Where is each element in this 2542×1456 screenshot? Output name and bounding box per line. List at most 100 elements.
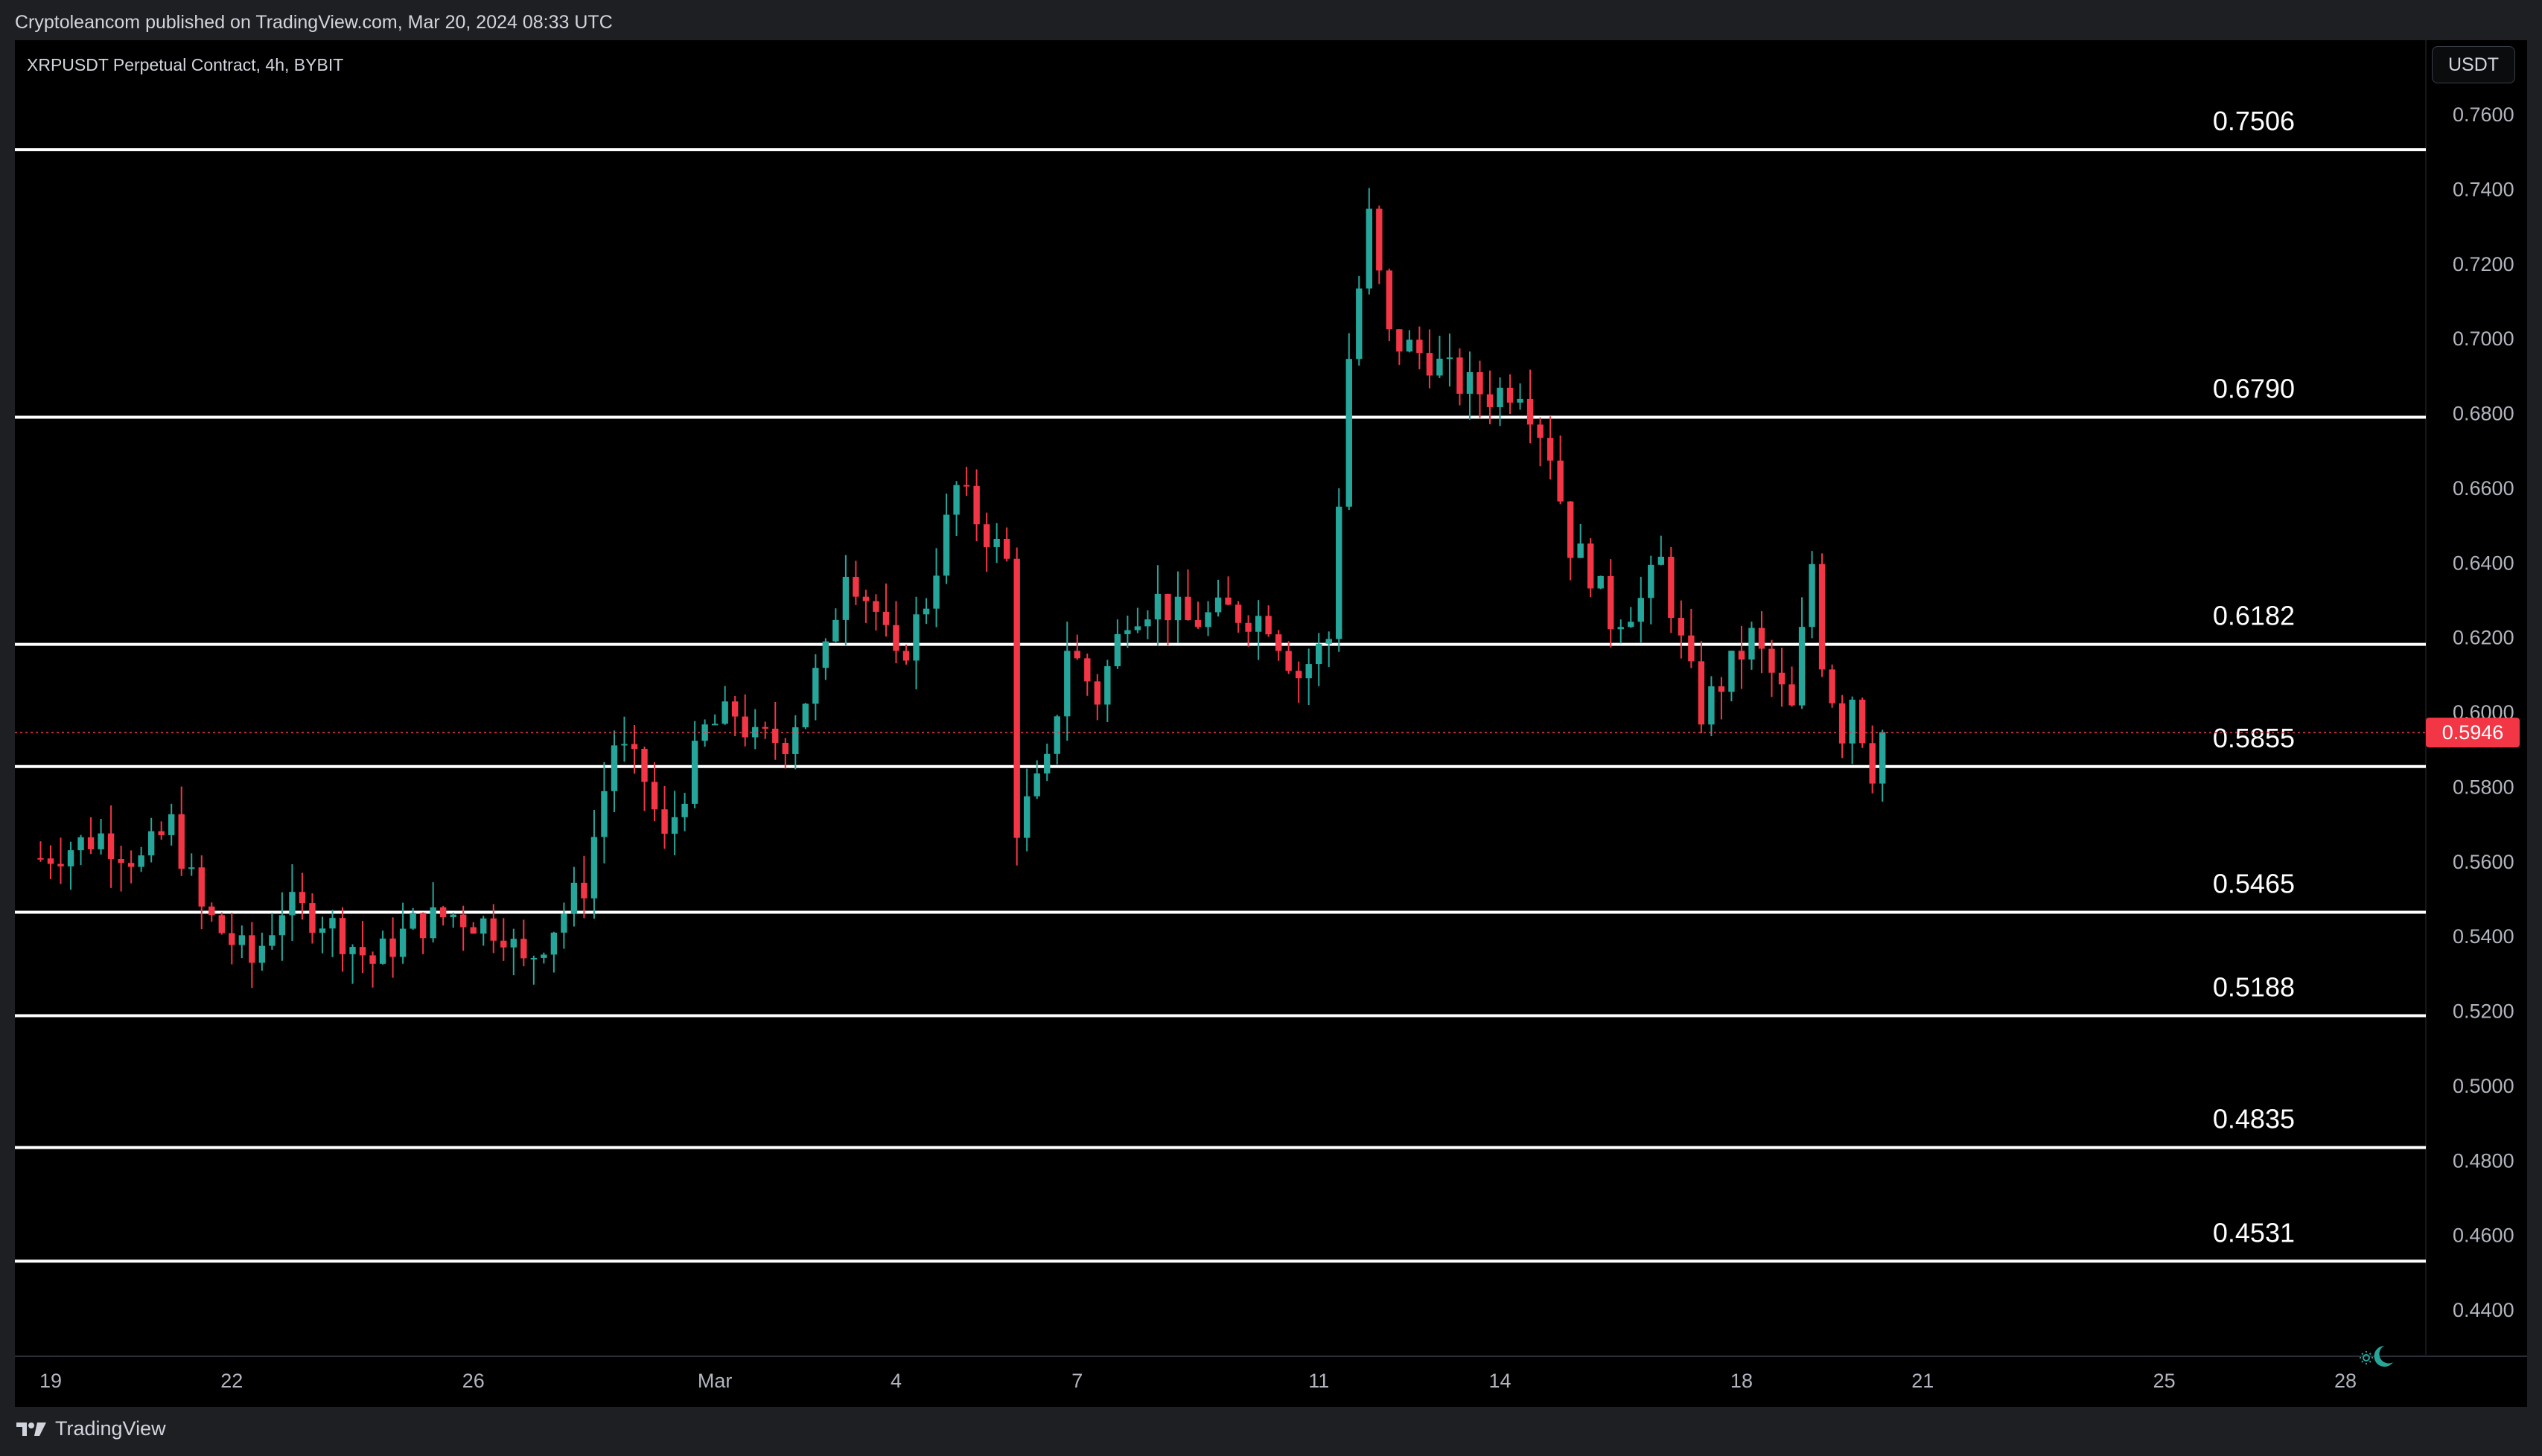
candle-body (389, 938, 396, 957)
time-tick-label: 19 (39, 1370, 62, 1392)
candle-body (1657, 556, 1664, 565)
candle-body (1064, 651, 1071, 717)
candle-body (772, 728, 779, 743)
candle-body (1003, 538, 1010, 559)
time-tick-label: 28 (2334, 1370, 2357, 1392)
time-tick-label: 7 (1071, 1370, 1083, 1392)
candle-body (842, 576, 850, 620)
candle-body (822, 641, 829, 668)
candle-body (1477, 371, 1483, 395)
candle-body (1426, 353, 1433, 376)
candle-body (862, 596, 870, 601)
candle-body (1074, 651, 1080, 659)
price-tick-label: 0.5400 (2453, 925, 2514, 948)
candle-body (309, 903, 316, 933)
price-tick-label: 0.5600 (2453, 851, 2514, 873)
candle-body (147, 831, 155, 856)
candle-body (329, 918, 336, 929)
candle-body (1597, 575, 1604, 589)
candle-body (611, 745, 618, 791)
candle-body (1114, 633, 1121, 666)
sun-moon-icon[interactable] (2357, 1341, 2396, 1371)
candle-body (1124, 630, 1131, 634)
candle-body (1265, 616, 1272, 635)
candle-body (651, 782, 658, 810)
candle-body (1879, 732, 1886, 784)
candle-body (661, 809, 668, 834)
price-tick-label: 0.7000 (2453, 328, 2514, 350)
candle-body (208, 906, 215, 916)
candle-body (1013, 558, 1020, 838)
candle-body (711, 724, 719, 726)
candle-body (1688, 635, 1695, 662)
candle-body (1436, 358, 1443, 376)
candle-body (229, 933, 235, 945)
candle-body (1345, 359, 1352, 507)
candle-body (1838, 703, 1846, 744)
candle-body (430, 907, 436, 939)
candle-body (127, 863, 135, 867)
price-tick-label: 0.7400 (2453, 178, 2514, 200)
candle-body (1295, 671, 1302, 679)
candlestick-chart[interactable]: 0.7600 0.7400 0.7200 0.7000 0.6800 0.6600 0.64… (15, 40, 2527, 1407)
price-tick-label: 0.6200 (2453, 627, 2514, 649)
candle-body (1526, 398, 1534, 425)
candle-body (1194, 620, 1202, 628)
tradingview-logo-icon (16, 1422, 46, 1436)
chart-panel[interactable]: 0.7600 0.7400 0.7200 0.7000 0.6800 0.6600 0.64… (15, 40, 2527, 1407)
candle-body (1185, 596, 1191, 621)
candle-body (520, 939, 527, 959)
candle-body (339, 918, 346, 954)
price-tick-label: 0.5800 (2453, 776, 2514, 798)
currency-button[interactable]: USDT (2432, 46, 2515, 83)
candle-body (37, 858, 44, 860)
candle-body (1778, 672, 1786, 685)
candle-body (1174, 596, 1182, 621)
candle-body (249, 935, 255, 963)
level-label: 0.5855 (2213, 723, 2295, 753)
candle-body (67, 850, 74, 866)
candle-body (1798, 627, 1806, 706)
candle-body (490, 918, 497, 941)
time-tick-label: 25 (2153, 1370, 2176, 1392)
candle-body (1205, 612, 1211, 628)
candle-body (762, 727, 768, 729)
candle-body (138, 855, 144, 867)
candle-body (1376, 208, 1383, 271)
candle-body (107, 833, 115, 859)
candle-body (1305, 664, 1312, 679)
publisher-attribution: Cryptoleancom published on TradingView.c… (15, 12, 613, 33)
level-label: 0.5188 (2213, 972, 2295, 1003)
level-label: 0.5465 (2213, 869, 2295, 899)
price-tick-label: 0.6400 (2453, 552, 2514, 574)
candle-body (1275, 634, 1282, 651)
candle-body (1486, 394, 1494, 407)
candle-body (359, 947, 366, 956)
candle-body (480, 918, 487, 934)
tradingview-logo[interactable]: TradingView (15, 1417, 166, 1440)
candle-body (1678, 618, 1685, 636)
candle-body (500, 940, 507, 948)
candle-body (1386, 270, 1393, 330)
candle-body (923, 608, 930, 615)
candle-body (1024, 796, 1031, 838)
candle-body (269, 935, 275, 946)
candle-body (530, 957, 538, 960)
candle-body (1033, 773, 1040, 796)
candle-body (379, 938, 386, 964)
candle-body (1396, 329, 1403, 352)
candle-body (57, 863, 64, 866)
candle-body (258, 945, 266, 963)
candle-body (1506, 387, 1514, 403)
level-label: 0.7506 (2213, 106, 2295, 136)
candle-body (671, 817, 678, 834)
candle-body (631, 744, 638, 750)
candle-body (1537, 424, 1544, 438)
candle-body (1094, 681, 1101, 705)
price-tick-label: 0.7600 (2453, 103, 2514, 126)
level-label: 0.4835 (2213, 1104, 2295, 1134)
time-tick-label: 22 (220, 1370, 243, 1392)
candle-body (621, 744, 628, 746)
candle-body (1818, 563, 1826, 670)
candle-body (953, 485, 960, 515)
